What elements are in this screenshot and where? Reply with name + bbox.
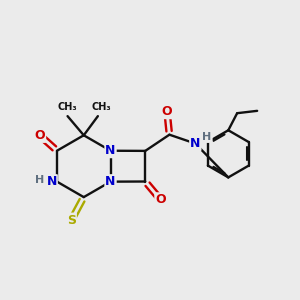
Text: H: H [35, 175, 44, 185]
Text: N: N [46, 175, 57, 188]
Text: H: H [202, 132, 212, 142]
Text: CH₃: CH₃ [57, 102, 77, 112]
Text: N: N [105, 144, 116, 157]
Text: N: N [105, 175, 116, 188]
Text: S: S [67, 214, 76, 226]
Text: CH₃: CH₃ [92, 102, 111, 112]
Text: O: O [155, 193, 166, 206]
Text: N: N [190, 137, 200, 150]
Text: O: O [34, 129, 45, 142]
Text: O: O [162, 105, 172, 118]
